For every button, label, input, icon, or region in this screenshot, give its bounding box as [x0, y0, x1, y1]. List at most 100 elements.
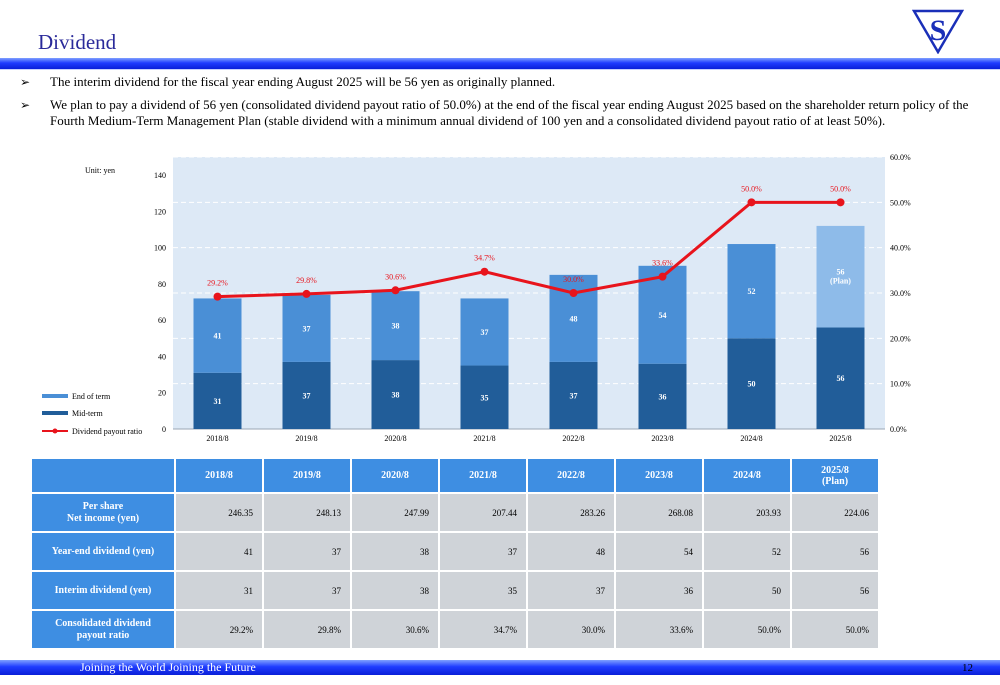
table-cell: 203.93	[704, 494, 790, 531]
bar-end-of-term-label: 56	[837, 268, 845, 277]
y-right-tick-label: 60.0%	[890, 153, 911, 162]
legend-label-end-of-term: End of term	[72, 392, 111, 401]
payout-ratio-point	[569, 289, 578, 297]
bullet-item-2: ➢ We plan to pay a dividend of 56 yen (c…	[18, 97, 978, 129]
table-cell: 37	[264, 572, 350, 609]
y-left-tick-label: 140	[154, 171, 166, 180]
bar-end-of-term-label: 48	[570, 314, 578, 323]
table-column-header: 2020/8	[352, 459, 438, 492]
table-row-label-line: Year-end dividend (yen)	[51, 545, 155, 557]
payout-ratio-label: 29.8%	[296, 276, 317, 285]
bar-end-of-term	[727, 244, 776, 339]
dividend-chart: 0 20 40 60 80 100 120 140 0.0% 10.0% 20.0% 30.0% 40.…	[42, 153, 911, 443]
bar-mid-term	[638, 363, 687, 429]
x-tick-label: 2021/8	[473, 434, 495, 443]
y-left-tick-label: 60	[158, 316, 166, 325]
table-cell: 33.6%	[616, 611, 702, 648]
table-column-header: 2022/8	[528, 459, 614, 492]
y-left-tick-label: 120	[154, 207, 166, 216]
table-cell: 52	[704, 533, 790, 570]
table-cell: 224.06	[792, 494, 878, 531]
table-column-header: 2024/8	[704, 459, 790, 492]
table-cell: 36	[616, 572, 702, 609]
y-right-tick-label: 0.0%	[890, 425, 907, 434]
bar-end-of-term-label: 52	[748, 287, 756, 296]
bar-end-of-term	[638, 265, 687, 364]
bar-mid-term	[816, 327, 865, 429]
bar-mid-term	[460, 365, 509, 429]
table-cell: 37	[264, 533, 350, 570]
table-column-header: 2019/8	[264, 459, 350, 492]
y-left-tick-label: 40	[158, 352, 166, 361]
table-cell: 54	[616, 533, 702, 570]
bullet-arrow-icon: ➢	[20, 98, 31, 112]
bar-mid-term-label: 35	[481, 393, 489, 402]
bar-end-of-term	[816, 225, 865, 328]
header-bar	[0, 58, 1000, 69]
table-row: Per share Net income (yen) 246.35 248.13 247…	[32, 494, 878, 531]
table-cell: 248.13	[264, 494, 350, 531]
y-left-tick-label: 80	[158, 280, 166, 289]
legend-swatch-end-of-term	[42, 394, 68, 398]
y-left-tick-label: 20	[158, 389, 166, 398]
payout-ratio-label: 30.6%	[385, 272, 406, 281]
table-cell: 50.0%	[792, 611, 878, 648]
table-cell: 41	[176, 533, 262, 570]
bar-mid-term	[549, 361, 598, 429]
bar-end-of-term	[371, 291, 420, 361]
table-row: Consolidated dividend payout ratio 29.2% 29…	[32, 611, 878, 648]
bar-mid-term	[282, 361, 331, 429]
table-row-label: Year-end dividend (yen)	[32, 533, 174, 570]
table-cell: 246.35	[176, 494, 262, 531]
y-right-tick-label: 30.0%	[890, 289, 911, 298]
table-cell: 56	[792, 572, 878, 609]
x-tick-label: 2023/8	[651, 434, 673, 443]
bar-mid-term	[727, 338, 776, 429]
table-row-label-line: Per share	[82, 500, 124, 512]
bar-end-of-term	[282, 294, 331, 362]
x-tick-label: 2020/8	[384, 434, 406, 443]
table-cell: 56	[792, 533, 878, 570]
bullet-text: We plan to pay a dividend of 56 yen (con…	[50, 97, 969, 128]
bar-end-of-term-label: 37	[481, 328, 489, 337]
table-cell: 50	[704, 572, 790, 609]
x-tick-label: 2024/8	[740, 434, 762, 443]
table-cell: 50.0%	[704, 611, 790, 648]
payout-ratio-point	[480, 267, 489, 276]
payout-ratio-label: 29.2%	[207, 279, 228, 288]
table-cell: 268.08	[616, 494, 702, 531]
table-column-header-plan: 2025/8 (Plan)	[792, 459, 878, 492]
table-cell: 30.0%	[528, 611, 614, 648]
table-cell: 38	[352, 572, 438, 609]
bar-mid-term-label: 38	[392, 391, 400, 400]
table-cell: 283.26	[528, 494, 614, 531]
bar-end-of-term	[460, 298, 509, 366]
x-tick-label: 2022/8	[562, 434, 584, 443]
table-header-row: 2018/8 2019/8 2020/8 2021/8 2022/8 2023/…	[32, 459, 878, 492]
bar-mid-term-label: 56	[837, 374, 845, 383]
x-tick-label: 2019/8	[295, 434, 317, 443]
payout-ratio-label: 33.6%	[652, 259, 673, 268]
bullet-list: ➢ The interim dividend for the fiscal ye…	[18, 74, 978, 136]
payout-ratio-point	[836, 198, 845, 207]
bar-end-of-term	[193, 298, 242, 373]
table-row-label-line: payout ratio	[76, 629, 130, 641]
table-cell: 35	[440, 572, 526, 609]
table-cell: 31	[176, 572, 262, 609]
table-row-label-line: Net income (yen)	[66, 512, 140, 524]
y-left-tick-label: 100	[154, 244, 166, 253]
payout-ratio-point	[658, 272, 667, 281]
y-right-tick-label: 20.0%	[890, 334, 911, 343]
bar-plan-label: (Plan)	[830, 277, 851, 286]
table-cell: 48	[528, 533, 614, 570]
table-row: Interim dividend (yen) 31 37 38 35 37 36 50 56	[32, 572, 878, 609]
table-row-label: Interim dividend (yen)	[32, 572, 174, 609]
table-cell: 247.99	[352, 494, 438, 531]
bar-mid-term-label: 37	[570, 391, 578, 400]
payout-ratio-label: 30.0%	[563, 275, 584, 284]
payout-ratio-label: 50.0%	[741, 184, 762, 193]
bar-end-of-term-label: 37	[303, 324, 311, 333]
payout-ratio-label: 34.7%	[474, 254, 495, 263]
bar-mid-term-label: 37	[303, 391, 311, 400]
payout-ratio-point	[391, 286, 400, 295]
